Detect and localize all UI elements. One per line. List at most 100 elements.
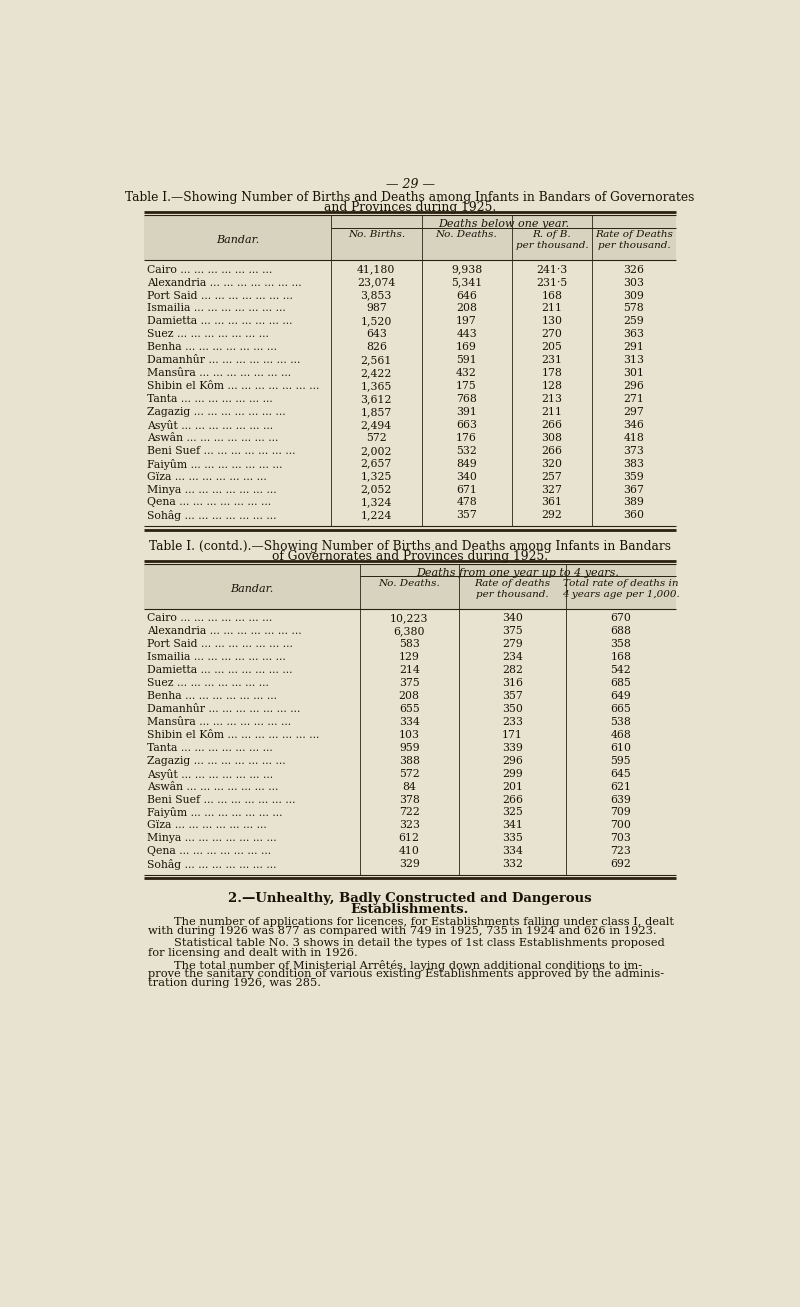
Text: 211: 211: [542, 303, 562, 314]
Text: 2.—Unhealthy, Badly Constructed and Dangerous: 2.—Unhealthy, Badly Constructed and Dang…: [228, 893, 592, 906]
Text: Tanta ... ... ... ... ... ... ...: Tanta ... ... ... ... ... ... ...: [147, 393, 273, 404]
Text: 320: 320: [542, 459, 562, 469]
Text: Sohâg ... ... ... ... ... ... ...: Sohâg ... ... ... ... ... ... ...: [147, 859, 277, 870]
Text: 103: 103: [398, 729, 420, 740]
Text: Faiyûm ... ... ... ... ... ... ...: Faiyûm ... ... ... ... ... ... ...: [147, 459, 282, 469]
Text: 316: 316: [502, 678, 523, 687]
Text: 313: 313: [623, 356, 645, 365]
Text: 332: 332: [502, 859, 523, 869]
Text: 643: 643: [366, 329, 386, 340]
Text: 323: 323: [398, 821, 420, 830]
Text: 2,422: 2,422: [361, 369, 392, 378]
Text: 532: 532: [456, 446, 477, 456]
Text: 578: 578: [624, 303, 644, 314]
Text: 363: 363: [623, 329, 645, 340]
Text: 1,325: 1,325: [361, 472, 392, 481]
Text: Bandar.: Bandar.: [216, 235, 259, 246]
Text: Cairo ... ... ... ... ... ... ...: Cairo ... ... ... ... ... ... ...: [147, 613, 273, 623]
Text: 391: 391: [456, 406, 477, 417]
Text: 214: 214: [398, 665, 420, 676]
Text: 2,561: 2,561: [361, 356, 392, 365]
Text: 339: 339: [502, 742, 522, 753]
Text: Beni Suef ... ... ... ... ... ... ...: Beni Suef ... ... ... ... ... ... ...: [147, 795, 296, 805]
Text: 418: 418: [623, 433, 645, 443]
Text: 361: 361: [542, 498, 562, 507]
Text: Beni Suef ... ... ... ... ... ... ...: Beni Suef ... ... ... ... ... ... ...: [147, 446, 296, 456]
Text: 211: 211: [542, 406, 562, 417]
Text: 610: 610: [610, 742, 631, 753]
Text: Table I. (contd.).—Showing Number of Births and Deaths among Infants in Bandars: Table I. (contd.).—Showing Number of Bir…: [149, 540, 671, 553]
Text: Faiyûm ... ... ... ... ... ... ...: Faiyûm ... ... ... ... ... ... ...: [147, 808, 282, 818]
Text: 234: 234: [502, 652, 522, 663]
Text: 378: 378: [398, 795, 420, 805]
Text: 309: 309: [623, 290, 645, 301]
Text: 41,180: 41,180: [357, 264, 395, 274]
Text: Establishments.: Establishments.: [351, 903, 469, 916]
Text: Zagazig ... ... ... ... ... ... ...: Zagazig ... ... ... ... ... ... ...: [147, 406, 286, 417]
Text: 334: 334: [502, 847, 522, 856]
Text: 478: 478: [456, 498, 477, 507]
Text: Qena ... ... ... ... ... ... ...: Qena ... ... ... ... ... ... ...: [147, 498, 271, 507]
Text: 23,074: 23,074: [357, 277, 395, 288]
Text: 358: 358: [610, 639, 631, 650]
Text: tration during 1926, was 285.: tration during 1926, was 285.: [148, 979, 321, 988]
Text: Ismailia ... ... ... ... ... ... ...: Ismailia ... ... ... ... ... ... ...: [147, 652, 286, 663]
Text: Total rate of deaths in
4 years age per 1,000.: Total rate of deaths in 4 years age per …: [562, 579, 680, 599]
Text: 296: 296: [623, 382, 645, 391]
Text: 279: 279: [502, 639, 522, 650]
Text: 663: 663: [456, 420, 477, 430]
Text: 1,224: 1,224: [361, 511, 392, 520]
Text: Shibin el Kôm ... ... ... ... ... ... ...: Shibin el Kôm ... ... ... ... ... ... ..…: [147, 382, 320, 391]
Text: Qena ... ... ... ... ... ... ...: Qena ... ... ... ... ... ... ...: [147, 847, 271, 856]
Text: 10,223: 10,223: [390, 613, 429, 623]
Text: 266: 266: [542, 420, 562, 430]
Text: Cairo ... ... ... ... ... ... ...: Cairo ... ... ... ... ... ... ...: [147, 264, 273, 274]
Text: 231: 231: [542, 356, 562, 365]
Text: 359: 359: [624, 472, 644, 481]
Text: 2,002: 2,002: [361, 446, 392, 456]
Text: 176: 176: [456, 433, 477, 443]
Text: 709: 709: [610, 808, 631, 817]
Text: 1,365: 1,365: [361, 382, 392, 391]
Text: 373: 373: [623, 446, 645, 456]
Text: Damietta ... ... ... ... ... ... ...: Damietta ... ... ... ... ... ... ...: [147, 665, 293, 676]
Text: Minya ... ... ... ... ... ... ...: Minya ... ... ... ... ... ... ...: [147, 834, 277, 843]
Text: 849: 849: [456, 459, 477, 469]
Text: Benha ... ... ... ... ... ... ...: Benha ... ... ... ... ... ... ...: [147, 342, 278, 353]
Text: 646: 646: [456, 290, 477, 301]
Text: Alexandria ... ... ... ... ... ... ...: Alexandria ... ... ... ... ... ... ...: [147, 277, 302, 288]
Text: 375: 375: [399, 678, 420, 687]
Text: 292: 292: [542, 511, 562, 520]
Text: No. Deaths.: No. Deaths.: [378, 579, 440, 588]
Text: Damanhûr ... ... ... ... ... ... ...: Damanhûr ... ... ... ... ... ... ...: [147, 704, 301, 714]
Text: 241·3: 241·3: [536, 264, 567, 274]
Text: 282: 282: [502, 665, 523, 676]
Text: Asyût ... ... ... ... ... ... ...: Asyût ... ... ... ... ... ... ...: [147, 420, 274, 431]
Text: The total number of Ministerial Arrêtés, laying down additional conditions to im: The total number of Ministerial Arrêtés,…: [174, 959, 642, 971]
Text: 213: 213: [542, 393, 562, 404]
Text: 341: 341: [502, 821, 522, 830]
Text: 171: 171: [502, 729, 522, 740]
Text: 2,657: 2,657: [361, 459, 392, 469]
Bar: [144, 565, 676, 609]
Text: 299: 299: [502, 769, 522, 779]
Text: Damietta ... ... ... ... ... ... ...: Damietta ... ... ... ... ... ... ...: [147, 316, 293, 327]
Text: Minya ... ... ... ... ... ... ...: Minya ... ... ... ... ... ... ...: [147, 485, 277, 494]
Text: 768: 768: [456, 393, 477, 404]
Text: 201: 201: [502, 782, 523, 792]
Text: Asyût ... ... ... ... ... ... ...: Asyût ... ... ... ... ... ... ...: [147, 769, 274, 780]
Text: 350: 350: [502, 704, 522, 714]
Text: 327: 327: [542, 485, 562, 494]
Text: 266: 266: [542, 446, 562, 456]
Text: 987: 987: [366, 303, 386, 314]
Text: Rate of Deaths
per thousand.: Rate of Deaths per thousand.: [595, 230, 673, 250]
Text: 443: 443: [456, 329, 477, 340]
Text: 1,520: 1,520: [361, 316, 392, 327]
Text: Ismailia ... ... ... ... ... ... ...: Ismailia ... ... ... ... ... ... ...: [147, 303, 286, 314]
Text: 671: 671: [456, 485, 477, 494]
Text: 595: 595: [610, 755, 631, 766]
Text: 357: 357: [456, 511, 477, 520]
Text: 542: 542: [610, 665, 631, 676]
Text: 291: 291: [623, 342, 645, 353]
Text: 301: 301: [623, 369, 645, 378]
